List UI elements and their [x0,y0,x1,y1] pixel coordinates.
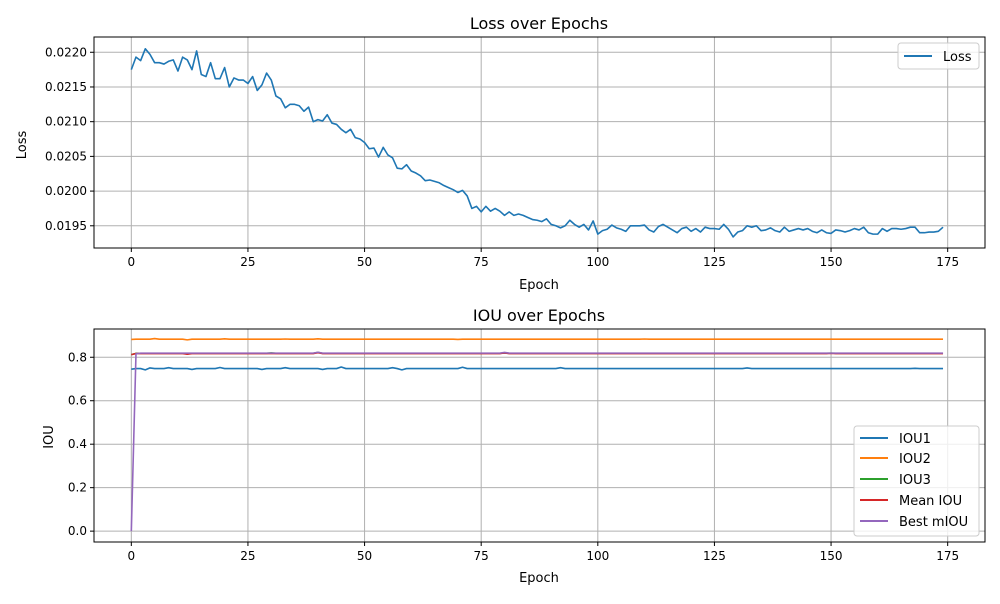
iou-ytick-label: 0.4 [68,437,87,451]
iou-chart-ylabel: IOU [42,425,57,449]
loss-chart-ylabel: Loss [15,131,30,160]
iou-legend-label-iou1: IOU1 [899,432,931,447]
loss-ytick-label: 0.0195 [45,219,87,233]
iou-ytick-label: 0.6 [68,394,87,408]
loss-ytick-label: 0.0220 [45,45,87,59]
iou-legend-label-iou3: IOU3 [899,473,931,488]
iou-legend-box [853,425,980,537]
iou-ytick-label: 0.0 [68,524,87,538]
iou-chart: IOU over Epochs Epoch IOU 0 25 50 75 100 125 1… [42,306,986,586]
loss-xtick-label: 100 [586,255,609,269]
iou-xtick-label: 75 [474,549,489,563]
loss-xtick-label: 75 [474,255,489,269]
loss-chart: Loss over Epochs Epoch Loss 0 25 50 75 100 12… [15,14,986,293]
iou-chart-grid [94,329,985,542]
iou-xtick-label: 50 [357,549,372,563]
iou-ytick-label: 0.8 [68,350,87,364]
loss-xtick-label: 150 [820,255,843,269]
iou-chart-ticks: 0 25 50 75 100 125 150 175 0.0 0.2 0.4 0.6 0.8 [68,350,959,563]
iou-chart-legend: IOU1 IOU2 IOU3 Mean IOU Best mIOU [853,425,980,537]
iou-ytick-label: 0.2 [68,481,87,495]
iou-chart-title: IOU over Epochs [473,306,605,325]
loss-xtick-label: 25 [240,255,255,269]
iou-xtick-label: 150 [820,549,843,563]
iou-chart-series [130,337,944,532]
iou-legend-label-mean-iou: Mean IOU [899,494,962,509]
iou-legend-label-iou2: IOU2 [899,452,931,467]
loss-chart-frame [93,36,986,249]
iou-chart-xlabel: Epoch [519,571,559,586]
iou-xtick-label: 100 [586,549,609,563]
loss-legend-label: Loss [943,50,972,65]
iou-xtick-label: 0 [127,549,135,563]
loss-ytick-label: 0.0205 [45,149,87,163]
loss-xtick-label: 0 [127,255,135,269]
loss-series-line-loss [130,47,944,238]
iou-xtick-label: 25 [240,549,255,563]
iou-series-line-iou2 [131,337,944,341]
loss-xtick-label: 175 [936,255,959,269]
loss-xtick-label: 50 [357,255,372,269]
iou-series-line-best-miou [130,351,944,532]
iou-chart-frame [93,328,986,543]
loss-chart-title: Loss over Epochs [470,14,608,33]
loss-chart-series [130,47,944,238]
loss-chart-xlabel: Epoch [519,278,559,293]
loss-chart-ticks: 0 25 50 75 100 125 150 175 0.0195 0.0200 0.0205 0.0… [45,45,959,269]
loss-ytick-label: 0.0215 [45,80,87,94]
loss-chart-legend: Loss [897,42,980,70]
iou-xtick-label: 175 [936,549,959,563]
iou-legend-label-best-miou: Best mIOU [899,515,968,530]
iou-series-line-iou1 [131,366,944,371]
loss-chart-grid [94,37,985,248]
iou-xtick-label: 125 [703,549,726,563]
loss-xtick-label: 125 [703,255,726,269]
loss-ytick-label: 0.0200 [45,184,87,198]
loss-legend-box [897,42,980,70]
loss-ytick-label: 0.0210 [45,115,87,129]
